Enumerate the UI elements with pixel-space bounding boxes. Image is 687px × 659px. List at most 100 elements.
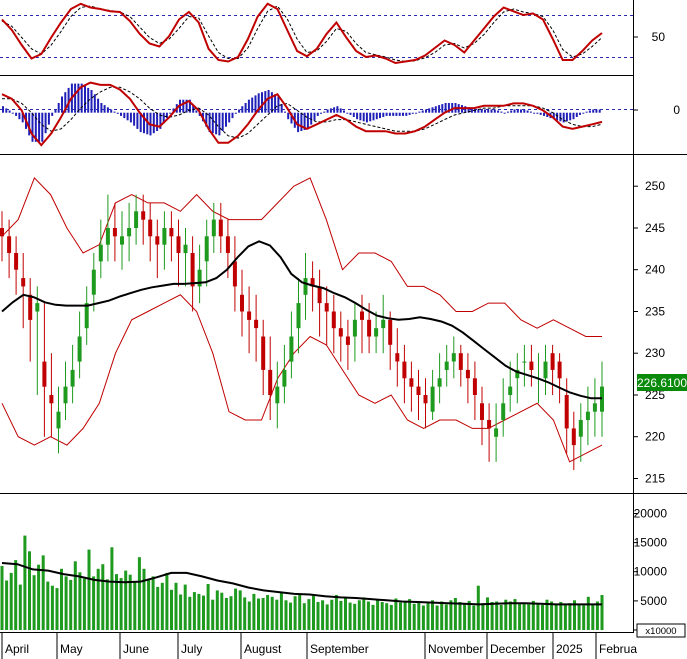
- macd-histogram-bar: [415, 112, 418, 114]
- macd-histogram-bar: [74, 83, 77, 113]
- volume-bar: [399, 602, 402, 630]
- candle-body: [112, 228, 117, 237]
- macd-histogram-bar: [464, 106, 467, 113]
- macd-histogram-bar: [208, 112, 211, 133]
- volume-bar: [577, 604, 581, 630]
- volume-bar: [531, 600, 535, 630]
- volume-bar: [357, 600, 361, 630]
- macd-histogram-bar: [67, 87, 70, 113]
- volume-bar: [550, 601, 554, 630]
- macd-histogram-bar: [234, 112, 237, 114]
- macd-tick-0: 0: [673, 103, 680, 117]
- macd-histogram-bar: [287, 112, 290, 120]
- volume-bar: [376, 600, 380, 630]
- price-moving-average: [1, 240, 602, 400]
- volume-bar: [513, 599, 517, 630]
- volume-bar: [128, 574, 132, 630]
- candle-body: [585, 411, 590, 420]
- candle-body: [430, 386, 435, 412]
- volume-bar: [334, 595, 338, 630]
- macd-histogram-bar: [569, 112, 572, 121]
- volume-bar: [293, 596, 297, 630]
- macd-histogram-bar: [306, 112, 309, 129]
- volume-bar: [41, 555, 45, 630]
- candle-body: [162, 228, 167, 245]
- macd-histogram-bar: [47, 112, 50, 125]
- volume-bar: [28, 551, 31, 630]
- macd-histogram-bar: [61, 96, 63, 113]
- candle-body: [197, 269, 202, 287]
- volume-bar: [151, 576, 155, 630]
- volume-bar: [238, 590, 242, 630]
- macd-histogram-bar: [365, 112, 368, 123]
- volume-bar: [174, 582, 178, 630]
- candle-body: [232, 261, 237, 287]
- macd-histogram-bar: [405, 112, 408, 116]
- x-axis-label: November: [428, 642, 483, 656]
- candle-body: [402, 361, 407, 379]
- candle-body: [557, 361, 562, 379]
- macd-histogram-bar: [231, 112, 234, 119]
- volume-bar: [229, 596, 233, 630]
- volume-bar: [476, 585, 480, 630]
- macd-histogram-bar: [152, 112, 155, 134]
- volume-bar: [421, 605, 425, 630]
- macd-histogram-bar: [333, 107, 336, 113]
- volume-bar: [541, 604, 544, 630]
- macd-histogram-bar: [116, 112, 119, 114]
- volume-bar: [64, 576, 68, 630]
- candle-body: [296, 303, 301, 329]
- volume-bar: [353, 603, 357, 630]
- candle-body: [381, 319, 386, 329]
- candle-body: [529, 361, 534, 370]
- volume-bar: [279, 592, 283, 630]
- macd-histogram-bar: [510, 110, 513, 113]
- volume-bar: [211, 599, 215, 630]
- volume-bar: [197, 593, 201, 630]
- macd-histogram-bar: [343, 110, 345, 113]
- x-axis-label: Februa: [599, 642, 637, 656]
- macd-histogram-bar: [139, 112, 142, 133]
- volume-bar: [380, 602, 384, 630]
- volume-bar: [385, 603, 389, 630]
- macd-histogram-bar: [474, 109, 477, 113]
- macd-histogram-bar: [375, 112, 378, 120]
- volume-unit-box: [636, 623, 686, 638]
- macd-histogram-bar: [493, 109, 496, 113]
- price-tick-label: 245: [645, 221, 665, 235]
- volume-bar: [92, 576, 96, 630]
- macd-histogram-bar: [280, 104, 283, 113]
- candle-body: [141, 211, 146, 220]
- volume-bar: [170, 589, 173, 630]
- volume-bar: [495, 601, 499, 630]
- volume-bar: [110, 547, 114, 630]
- macd-histogram-bar: [451, 103, 454, 113]
- volume-bar: [18, 584, 22, 630]
- volume-bar: [440, 601, 444, 630]
- volume-tick-label: 15000: [634, 536, 668, 550]
- candle-body: [98, 244, 103, 262]
- macd-histogram-bar: [136, 112, 139, 129]
- price-tick-label: 220: [645, 430, 665, 444]
- stochastic-tick-50: 50: [652, 30, 666, 44]
- volume-bar: [586, 596, 590, 630]
- panel-separators: [0, 0, 687, 633]
- macd-histogram-bar: [388, 112, 391, 116]
- bollinger-lower-band: [1, 294, 603, 463]
- macd-histogram-bar: [438, 105, 441, 113]
- candle-body: [543, 361, 548, 379]
- macd-histogram-bar: [536, 112, 539, 114]
- volume-bar: [14, 560, 18, 630]
- macd-histogram-bar: [129, 112, 132, 123]
- volume-bar: [183, 584, 187, 630]
- macd-histogram-bar: [274, 94, 277, 113]
- candle-body: [388, 319, 393, 345]
- volume-bar: [192, 592, 196, 630]
- volume-bar: [5, 580, 9, 630]
- macd-histogram-bar: [185, 99, 188, 113]
- volume-tick-label: 10000: [634, 565, 668, 579]
- volume-bar: [417, 602, 421, 630]
- macd-histogram-bar: [143, 112, 145, 134]
- candle-body: [317, 286, 322, 304]
- macd-signal-line: [2, 86, 603, 139]
